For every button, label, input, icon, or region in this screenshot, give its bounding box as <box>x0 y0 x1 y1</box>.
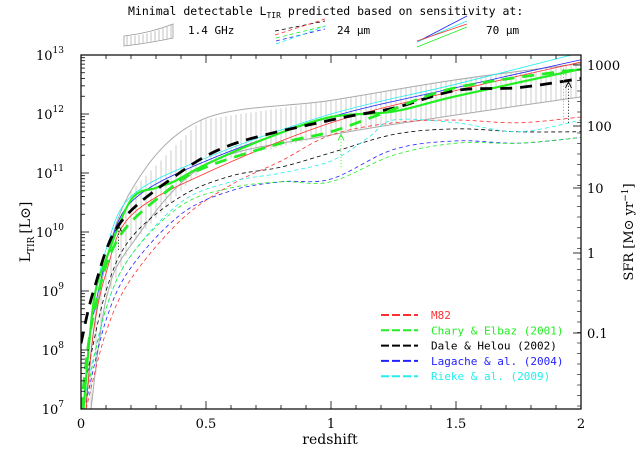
x-axis-label: redshift <box>302 432 358 448</box>
y2-tick-label: 0.1 <box>587 327 608 342</box>
legend-item: Rieke & al. (2009) <box>381 370 550 383</box>
legend-item: Chary & Elbaz (2001) <box>381 324 563 337</box>
y-tick-label: 1010 <box>36 223 64 241</box>
series-line-dale-70um-thick-dashed <box>81 77 581 344</box>
series-line-dale-24um-thin-dashed <box>85 128 581 380</box>
legend-item: M82 <box>381 309 451 322</box>
band-label-70um: 70 μm <box>486 24 519 37</box>
y-tick-label: 1012 <box>36 105 64 123</box>
solid-lines-icon <box>416 15 468 48</box>
arrow-head <box>115 224 122 232</box>
header-band-70um: 70 μm <box>416 15 519 48</box>
legend-label: Chary & Elbaz (2001) <box>431 324 563 337</box>
y2-tick-label: 100 <box>587 120 612 135</box>
series-line-lagache-70um-thin-solid <box>93 59 581 315</box>
series-line-m82-70um-thin-solid <box>85 61 581 409</box>
header-band-24um: 24 μm <box>274 18 370 45</box>
legend-label: M82 <box>431 309 451 322</box>
model-legend: M82 Chary & Elbaz (2001) Dale & Helou (200… <box>381 309 563 383</box>
series-line-chary-70um-thick-solid <box>82 67 581 409</box>
axis-tick-labels: 0 0.5 1 1.5 21071081091010101110121013100010… <box>36 46 620 432</box>
x-tick-label: 1.5 <box>446 417 467 432</box>
x-tick-label: 1 <box>327 417 335 432</box>
y-tick-label: 108 <box>42 341 65 359</box>
axis-ticks <box>80 54 582 410</box>
y-tick-label: 1013 <box>36 46 64 64</box>
hatch-outline <box>123 23 174 47</box>
arrow-head <box>337 133 345 141</box>
series-line-chary-70um-thick-dashed <box>81 67 581 409</box>
header-title: Minimal detectable LTIR predicted based … <box>128 4 523 20</box>
y2-tick-label: 10 <box>587 182 604 197</box>
hatched-band-icon <box>123 23 174 47</box>
y2-tick-label: 1000 <box>587 59 620 74</box>
y-tick-label: 1011 <box>36 164 64 182</box>
x-tick-label: 0.5 <box>196 417 217 432</box>
arrow-head <box>560 67 567 76</box>
dashed-lines-icon <box>274 18 327 45</box>
y-tick-label: 107 <box>42 400 65 418</box>
radio-1-4ghz-band <box>85 62 581 409</box>
band-label-1-4ghz: 1.4 GHz <box>188 24 234 37</box>
legend-label: Rieke & al. (2009) <box>431 370 550 383</box>
legend-item: Lagache & al. (2004) <box>381 355 563 368</box>
x-tick-label: 0 <box>77 417 85 432</box>
legend-item: Dale & Helou (2002) <box>381 340 557 353</box>
y-axis-label: LTIR[L⊙] <box>18 202 37 263</box>
band-label-24um: 24 μm <box>337 24 370 37</box>
legend-label: Lagache & al. (2004) <box>431 355 563 368</box>
y-tick-label: 109 <box>42 282 65 300</box>
y2-axis-label: SFR [M⊙ yr−1] <box>621 183 637 280</box>
x-tick-label: 2 <box>577 417 585 432</box>
arrow-head <box>565 80 572 89</box>
series-line-chary-24um-thin-dashed <box>85 137 581 398</box>
series-line-m82-24um-thin-dashed <box>85 116 581 409</box>
series-lines <box>81 55 581 409</box>
detection-arrows <box>115 67 572 250</box>
series-line-rieke-70um-thin-solid <box>93 55 574 303</box>
legend-label: Dale & Helou (2002) <box>431 340 557 353</box>
header-band-1-4ghz: 1.4 GHz <box>123 23 234 47</box>
y2-tick-label: 1 <box>587 247 595 262</box>
